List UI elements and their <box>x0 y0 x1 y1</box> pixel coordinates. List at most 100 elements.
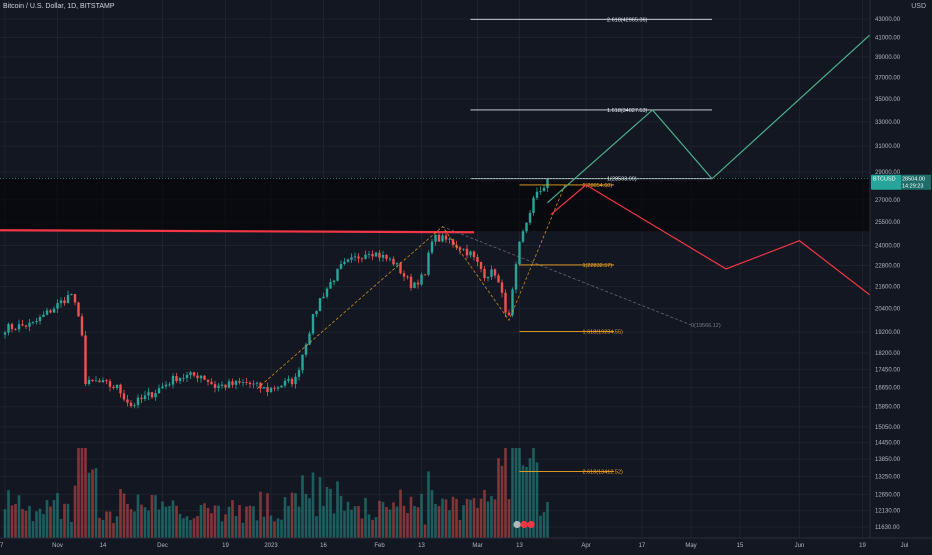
volume-bar <box>535 462 539 538</box>
price-axis-tick-label: 43000.00 <box>875 17 901 23</box>
volume-bar <box>238 504 241 538</box>
candle-body <box>437 234 441 242</box>
candle-body <box>486 276 490 279</box>
volume-bar <box>182 518 185 538</box>
volume-bar <box>189 520 192 538</box>
volume-bar <box>241 522 245 538</box>
candle-body <box>287 378 290 381</box>
price-tag-symbol: BTCUSD <box>873 177 896 183</box>
volume-bar <box>371 519 374 538</box>
candle-body <box>164 384 168 387</box>
resistance-zone <box>0 177 870 232</box>
candle-body <box>115 384 119 389</box>
volume-bar <box>301 475 304 538</box>
price-axis-tick-label: 19200.00 <box>875 330 901 336</box>
candle-body <box>241 382 245 383</box>
candle-body <box>532 197 535 213</box>
candle-body <box>206 379 210 382</box>
candle-body <box>315 311 318 315</box>
price-axis-tick-label: 15050.00 <box>875 425 901 431</box>
candle-body <box>70 294 73 295</box>
volume-bar <box>304 493 308 538</box>
price-tag-bg <box>900 174 931 190</box>
volume-bar <box>269 515 273 538</box>
volume-bar <box>63 503 66 538</box>
volume-bar <box>476 507 479 538</box>
time-axis-tick-label: 17 <box>639 543 646 549</box>
price-axis-tick-label: 12650.00 <box>875 492 901 498</box>
volume-bar <box>157 509 161 538</box>
volume-bar <box>31 521 35 538</box>
candle-body <box>56 303 59 309</box>
candle-body <box>122 393 126 400</box>
candle-body <box>143 395 147 399</box>
candle-body <box>77 302 80 317</box>
candle-body <box>378 252 381 258</box>
candle-body <box>420 274 423 285</box>
time-axis-tick-label: 19 <box>859 543 866 549</box>
projection-bull-line <box>547 18 888 204</box>
symbol-title[interactable]: Bitcoin / U.S. Dollar, 1D, BITSTAMP <box>3 3 115 10</box>
candle-body <box>395 263 399 265</box>
resistance-line <box>0 229 475 234</box>
volume-bar <box>168 506 171 538</box>
volume-bar <box>290 492 294 538</box>
volume-bar <box>364 497 367 538</box>
candle-body <box>497 275 500 283</box>
volume-bar <box>339 495 343 538</box>
volume-bar <box>325 486 329 538</box>
candle-body <box>136 397 140 406</box>
volume-bar <box>539 515 542 538</box>
volume-bar <box>297 506 301 538</box>
price-axis-tick-label: 15850.00 <box>875 405 901 411</box>
candle-body <box>175 376 178 382</box>
candle-body <box>444 235 448 240</box>
volume-bar <box>504 448 507 538</box>
candle-body <box>7 324 10 333</box>
volume-bar <box>133 511 136 538</box>
price-axis-tick-label: 35000.00 <box>875 97 901 103</box>
candle-body <box>343 261 346 264</box>
volume-bar <box>210 513 213 538</box>
volume-bar <box>357 506 360 538</box>
candle-body <box>283 380 287 386</box>
volume-bar <box>479 498 483 538</box>
tradingview-badge-icon[interactable] <box>513 520 535 529</box>
volume-bar <box>462 505 465 538</box>
candle-body <box>192 372 196 376</box>
volume-bar <box>315 516 318 538</box>
volume-bar <box>336 481 339 538</box>
fib-label-r0: 0(28054.60) <box>583 183 613 189</box>
candle-body <box>399 263 402 274</box>
candle-body <box>38 317 42 322</box>
time-axis-tick-label: Apr <box>581 543 590 549</box>
candle-body <box>59 300 63 304</box>
price-axis-tick-label: 39000.00 <box>875 55 901 61</box>
volume-bar <box>213 505 217 538</box>
volume-bar <box>17 495 21 538</box>
volume-bar <box>196 516 199 538</box>
time-axis-tick-label: Mar <box>472 543 482 549</box>
volume-bar <box>154 495 157 538</box>
candle-body <box>101 380 105 383</box>
candle-body <box>392 258 395 265</box>
time-axis-tick-label: 15 <box>737 543 744 549</box>
candle-body <box>133 405 136 407</box>
candle-body <box>185 374 189 378</box>
candle-body <box>210 381 213 385</box>
candle-body <box>91 379 94 381</box>
volume-bar <box>178 513 182 538</box>
volume-bar <box>430 490 434 538</box>
candle-body <box>465 248 469 256</box>
candle-body <box>521 231 525 242</box>
volume-bar <box>217 505 220 538</box>
candle-body <box>364 254 367 259</box>
time-axis-tick-label: 13 <box>516 543 523 549</box>
candle-body <box>339 263 343 269</box>
candle-body <box>458 247 462 250</box>
candle-body <box>196 375 199 379</box>
volume-bar <box>21 509 24 538</box>
price-tag <box>871 174 901 190</box>
